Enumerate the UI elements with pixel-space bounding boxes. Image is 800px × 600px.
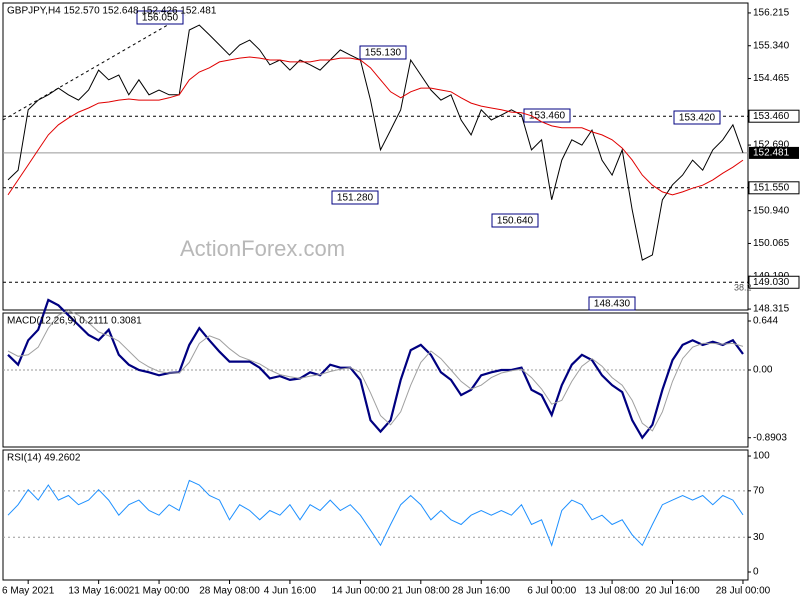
last-price-label: 152.481 bbox=[753, 148, 790, 159]
series-line bbox=[7, 479, 744, 547]
y-tick-label: 155.340 bbox=[753, 40, 790, 51]
level-box bbox=[748, 275, 800, 289]
x-tick-label: 13 May 16:00 bbox=[68, 586, 129, 597]
panel-frame bbox=[2, 312, 749, 448]
y-tick-label: -0.8903 bbox=[753, 432, 787, 443]
y-tick-label: 70 bbox=[753, 485, 765, 496]
level-box bbox=[748, 109, 800, 123]
x-tick-label: 21 Jun 08:00 bbox=[392, 586, 450, 597]
series-line bbox=[7, 310, 744, 432]
annotation-label: 156.050 bbox=[142, 13, 179, 24]
y-tick-label: 0.644 bbox=[753, 316, 778, 327]
y-tick-label: 30 bbox=[753, 532, 765, 543]
x-tick-label: 4 Jun 16:00 bbox=[264, 586, 317, 597]
series-line bbox=[7, 24, 744, 261]
annotation-label: 153.460 bbox=[529, 111, 566, 122]
panel-title: MACD(12,26,9) 0.2111 0.3081 bbox=[7, 316, 142, 327]
panel-title: RSI(14) 49.2602 bbox=[7, 453, 81, 464]
x-tick-label: 6 Jul 00:00 bbox=[527, 586, 576, 597]
annotation-box bbox=[136, 10, 184, 25]
series-line bbox=[7, 56, 744, 196]
annotation-label: 155.130 bbox=[365, 48, 402, 59]
panel-frame bbox=[2, 449, 749, 581]
y-tick-label: 150.940 bbox=[753, 205, 790, 216]
annotation-box bbox=[331, 190, 379, 205]
last-price-box bbox=[749, 146, 799, 159]
y-tick-label: 100 bbox=[753, 451, 770, 462]
x-tick-label: 28 May 08:00 bbox=[199, 586, 260, 597]
level-label: 149.030 bbox=[753, 277, 790, 288]
annotation-label: 151.280 bbox=[337, 193, 374, 204]
y-tick-label: 0.00 bbox=[753, 365, 773, 376]
annotation-label: 150.640 bbox=[497, 216, 534, 227]
y-tick-label: 150.065 bbox=[753, 238, 790, 249]
y-tick-label: 154.465 bbox=[753, 73, 790, 84]
series-line bbox=[7, 298, 744, 440]
x-tick-label: 13 Jul 08:00 bbox=[585, 586, 640, 597]
level-label: 151.550 bbox=[753, 182, 790, 193]
panel-frame bbox=[2, 2, 749, 311]
annotation-box bbox=[588, 296, 636, 311]
x-tick-label: 28 Jul 00:00 bbox=[716, 586, 771, 597]
level-label: 153.460 bbox=[753, 111, 790, 122]
fib-label: 38.2 bbox=[734, 283, 752, 293]
y-tick-label: 0 bbox=[753, 567, 759, 578]
x-tick-label: 6 May 2021 bbox=[2, 586, 55, 597]
y-tick-label: 156.215 bbox=[753, 8, 790, 19]
y-tick-label: 152.690 bbox=[753, 140, 790, 151]
annotation-box bbox=[673, 110, 721, 125]
x-tick-label: 21 May 00:00 bbox=[129, 586, 190, 597]
annotation-label: 153.420 bbox=[679, 113, 716, 124]
trend-line bbox=[2, 14, 186, 121]
y-tick-label: 148.315 bbox=[753, 304, 790, 315]
watermark: ActionForex.com bbox=[180, 236, 345, 261]
annotation-box bbox=[359, 45, 407, 60]
x-tick-label: 28 Jun 16:00 bbox=[452, 586, 510, 597]
level-box bbox=[748, 181, 800, 195]
panel-title: GBPJPY,H4 152.570 152.648 152.426 152.48… bbox=[7, 6, 217, 17]
annotation-box bbox=[491, 213, 539, 228]
annotation-label: 148.430 bbox=[594, 299, 631, 310]
x-tick-label: 14 Jun 00:00 bbox=[331, 586, 389, 597]
x-tick-label: 20 Jul 16:00 bbox=[645, 586, 700, 597]
